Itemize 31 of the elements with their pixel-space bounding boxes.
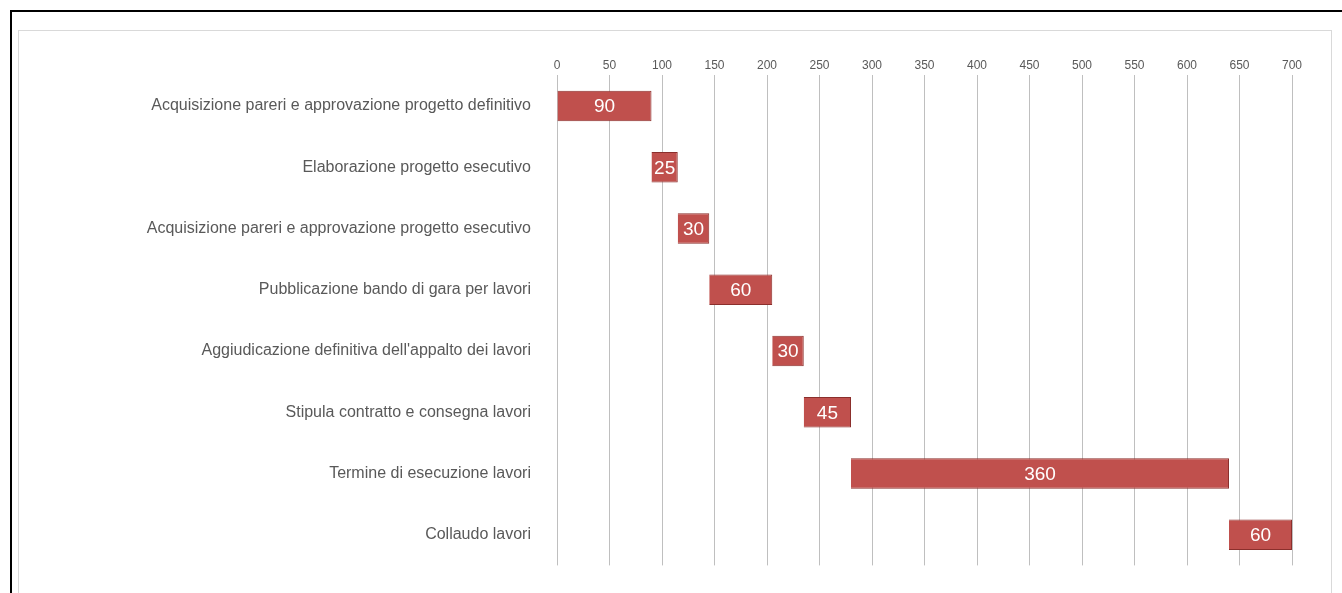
x-tick-label: 500: [1071, 57, 1093, 72]
y-tick-label: Stipula contratto e consegna lavori: [285, 402, 531, 420]
data-label: 90: [593, 95, 616, 117]
data-label: 25: [654, 156, 676, 178]
x-tick-label: 250: [809, 57, 830, 72]
x-tick-label: 150: [704, 57, 725, 72]
y-tick-label: Collaudo lavori: [425, 525, 531, 543]
y-tick-label: Acquisizione pareri e approvazione progetto definitivo: [151, 96, 532, 114]
data-label: 45: [816, 401, 838, 423]
data-label: 30: [777, 340, 799, 362]
x-tick-label: 50: [602, 57, 617, 72]
x-tick-label: 100: [651, 57, 673, 72]
x-tick-label: 550: [1124, 57, 1145, 72]
x-tick-label: 350: [914, 57, 935, 72]
data-label: 360: [1024, 462, 1056, 484]
x-tick-label: 0: [553, 57, 561, 72]
x-tick-label: 600: [1176, 57, 1198, 72]
data-label: 30: [682, 217, 705, 239]
x-tick-label: 450: [1019, 57, 1040, 72]
x-tick-label: 200: [756, 57, 778, 72]
y-tick-label: Pubblicazione bando di gara per lavori: [258, 280, 531, 298]
y-tick-label: Aggiudicazione definitiva dell'appalto dei lavori: [201, 341, 531, 359]
x-tick-label: 700: [1281, 57, 1303, 72]
y-tick-label: Acquisizione pareri e approvazione progetto esecutivo: [146, 218, 532, 236]
x-tick-label: 650: [1229, 57, 1250, 72]
data-label: 60: [730, 279, 752, 301]
x-tick-label: 300: [861, 57, 883, 72]
data-label: 60: [1249, 524, 1272, 546]
y-tick-label: Elaborazione progetto esecutivo: [302, 157, 532, 175]
x-tick-label: 400: [966, 57, 988, 72]
y-tick-label: Termine di esecuzione lavori: [329, 463, 531, 481]
